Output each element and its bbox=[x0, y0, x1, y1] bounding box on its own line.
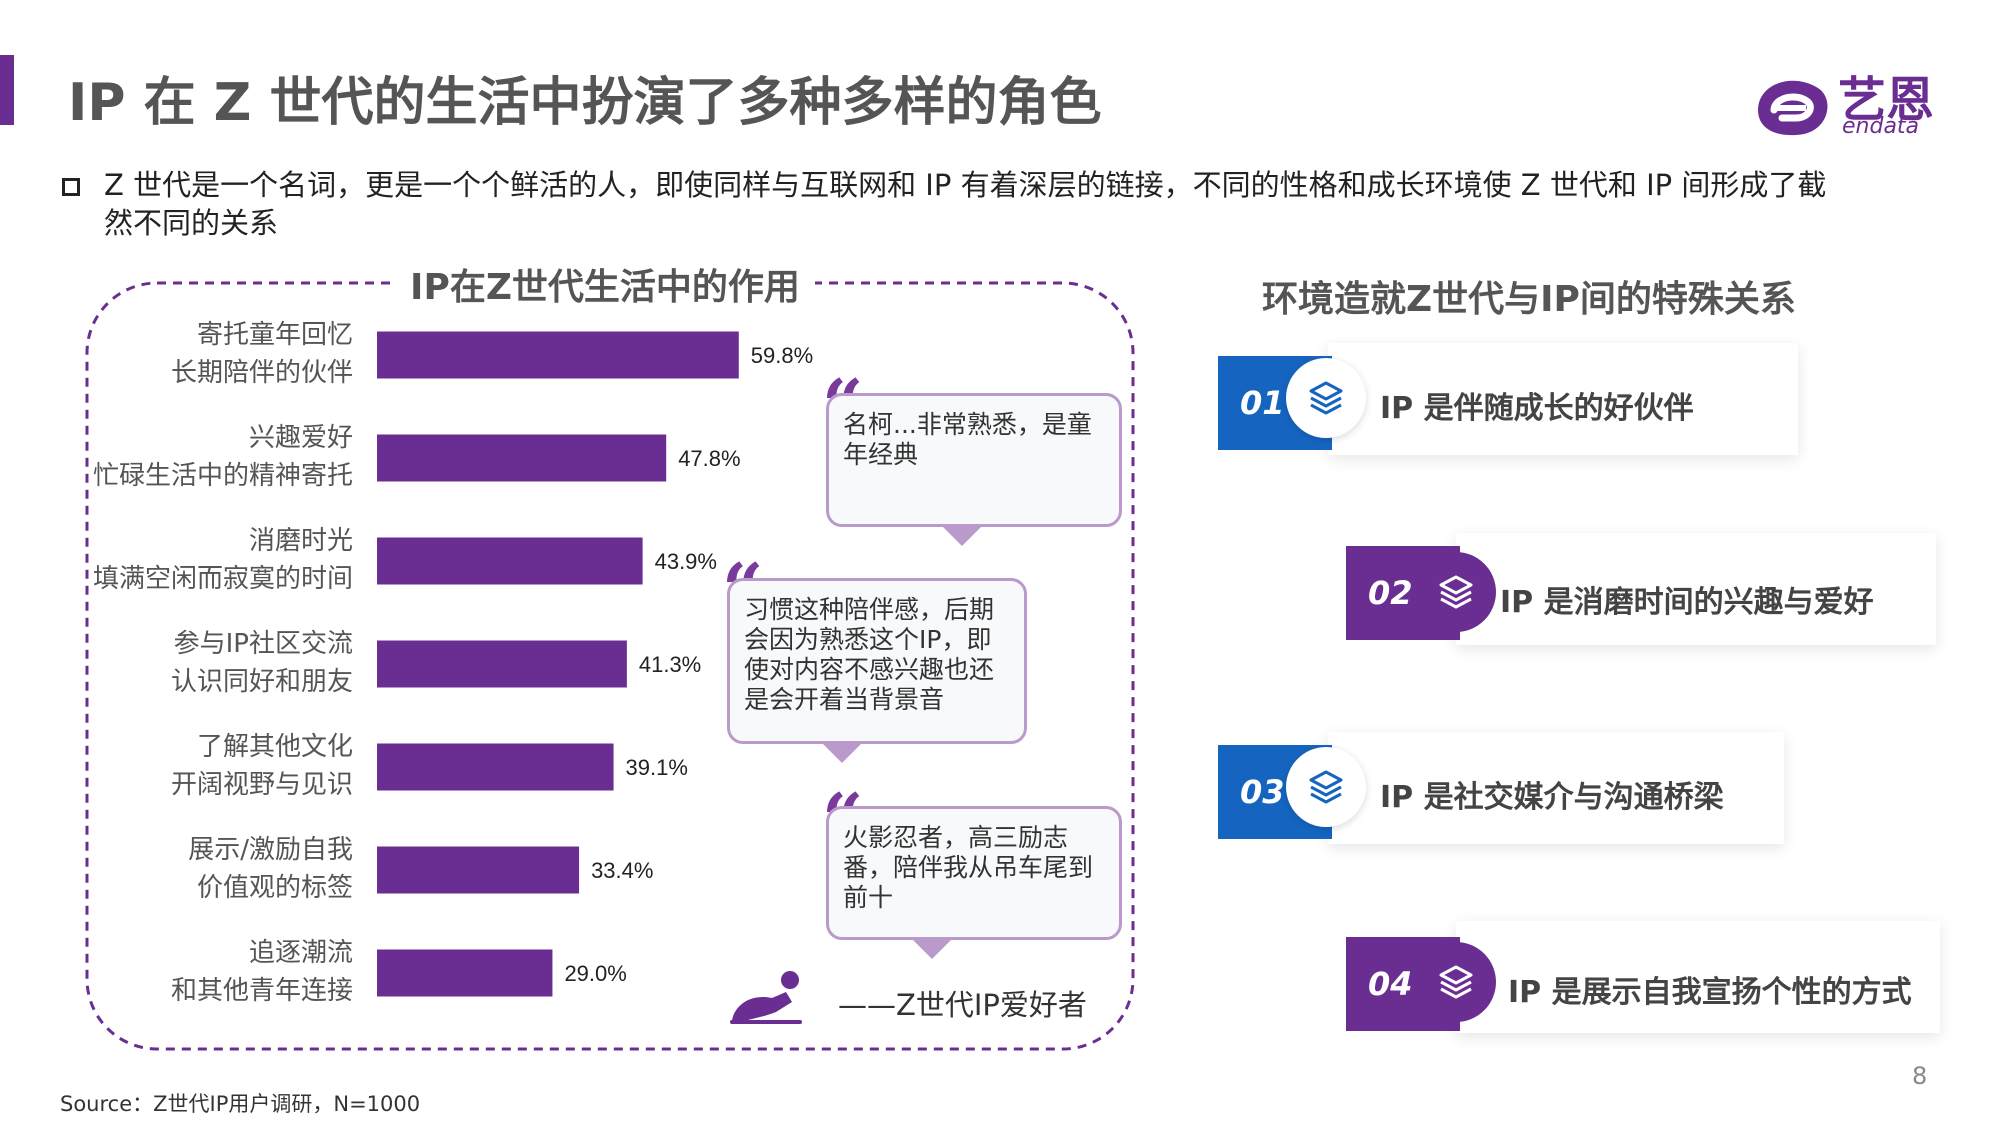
category-label-2-0: 消磨时光 bbox=[249, 526, 353, 556]
category-label-5-1: 价值观的标签 bbox=[197, 873, 353, 903]
quote-bubble-3: 火影忍者，高三励志番，陪伴我从吊车尾到前十 bbox=[826, 806, 1122, 940]
quote-bubble-tail bbox=[940, 524, 984, 546]
quote-bubble-2: 习惯这种陪伴感，后期会因为熟悉这个IP，即使对内容不感兴趣也还是会开着当背景音 bbox=[727, 578, 1027, 744]
page-title: IP 在 Z 世代的生活中扮演了多种多样的角色 bbox=[68, 73, 1102, 133]
quote-bubble-1: 名柯...非常熟悉，是童年经典 bbox=[826, 393, 1122, 527]
page-number: 8 bbox=[1912, 1062, 1928, 1090]
right-panel-title: 环境造就Z世代与IP间的特殊关系 bbox=[1262, 279, 1796, 320]
quote-attribution: ——Z世代IP爱好者 bbox=[838, 988, 1087, 1022]
bar-4 bbox=[377, 743, 614, 791]
category-label-6-1: 和其他青年连接 bbox=[171, 976, 353, 1006]
layers-icon bbox=[1416, 942, 1496, 1022]
category-label-4-1: 开阔视野与见识 bbox=[171, 770, 353, 800]
category-label-6-0: 追逐潮流 bbox=[249, 938, 353, 968]
bar-value-label-2: 43.9% bbox=[655, 549, 717, 574]
bar-1 bbox=[377, 434, 667, 482]
layers-icon bbox=[1286, 358, 1366, 438]
bar-value-label-5: 33.4% bbox=[591, 858, 653, 883]
category-label-2-1: 填满空闲而寂寞的时间 bbox=[93, 564, 353, 594]
role-card-01 bbox=[1328, 343, 1798, 455]
bar-value-label-3: 41.3% bbox=[639, 652, 701, 677]
role-text-02: IP 是消磨时间的兴趣与爱好 bbox=[1500, 585, 1874, 620]
fan-kneeling-icon bbox=[730, 971, 802, 1024]
category-label-3-1: 认识同好和朋友 bbox=[171, 667, 353, 697]
role-text-01: IP 是伴随成长的好伙伴 bbox=[1380, 391, 1694, 426]
bar-value-label-6: 29.0% bbox=[564, 961, 626, 986]
bar-3 bbox=[377, 640, 627, 688]
category-label-4-0: 了解其他文化 bbox=[197, 732, 353, 762]
role-card-02 bbox=[1456, 533, 1936, 645]
bar-value-label-0: 59.8% bbox=[751, 343, 813, 368]
bar-value-label-1: 47.8% bbox=[678, 446, 740, 471]
bar-value-label-4: 39.1% bbox=[626, 755, 688, 780]
logo-subtext: endata bbox=[1842, 114, 1920, 139]
quote-bubble-tail bbox=[910, 937, 954, 959]
logo-text: 艺恩 bbox=[1838, 72, 1935, 128]
intro-paragraph: Z 世代是一个名词，更是一个个鲜活的人，即使同样与互联网和 IP 有着深层的链接… bbox=[104, 168, 1827, 240]
chart-title: IP在Z世代生活中的作用 bbox=[395, 258, 815, 310]
role-card-04 bbox=[1456, 921, 1940, 1033]
category-label-1-1: 忙碌生活中的精神寄托 bbox=[93, 461, 353, 491]
category-label-3-0: 参与IP社区交流 bbox=[174, 629, 353, 659]
category-label-0-1: 长期陪伴的伙伴 bbox=[171, 358, 353, 388]
bar-0 bbox=[377, 331, 739, 379]
layers-icon bbox=[1286, 747, 1366, 827]
endata-logo bbox=[1758, 80, 1828, 136]
category-label-1-0: 兴趣爱好 bbox=[249, 423, 353, 453]
title-accent-bar bbox=[0, 55, 14, 125]
bar-2 bbox=[377, 537, 643, 585]
source-note: Source：Z世代IP用户调研，N=1000 bbox=[60, 1092, 421, 1116]
bar-5 bbox=[377, 846, 580, 894]
role-card-03 bbox=[1328, 732, 1784, 844]
bullet-square-icon bbox=[62, 178, 80, 196]
category-label-5-0: 展示/激励自我 bbox=[188, 835, 353, 865]
role-text-03: IP 是社交媒介与沟通桥梁 bbox=[1380, 780, 1724, 815]
layers-icon bbox=[1416, 552, 1496, 632]
category-label-0-0: 寄托童年回忆 bbox=[197, 320, 353, 350]
role-text-04: IP 是展示自我宣扬个性的方式 bbox=[1508, 975, 1912, 1010]
bar-6 bbox=[377, 949, 553, 997]
quote-bubble-tail bbox=[820, 741, 864, 763]
